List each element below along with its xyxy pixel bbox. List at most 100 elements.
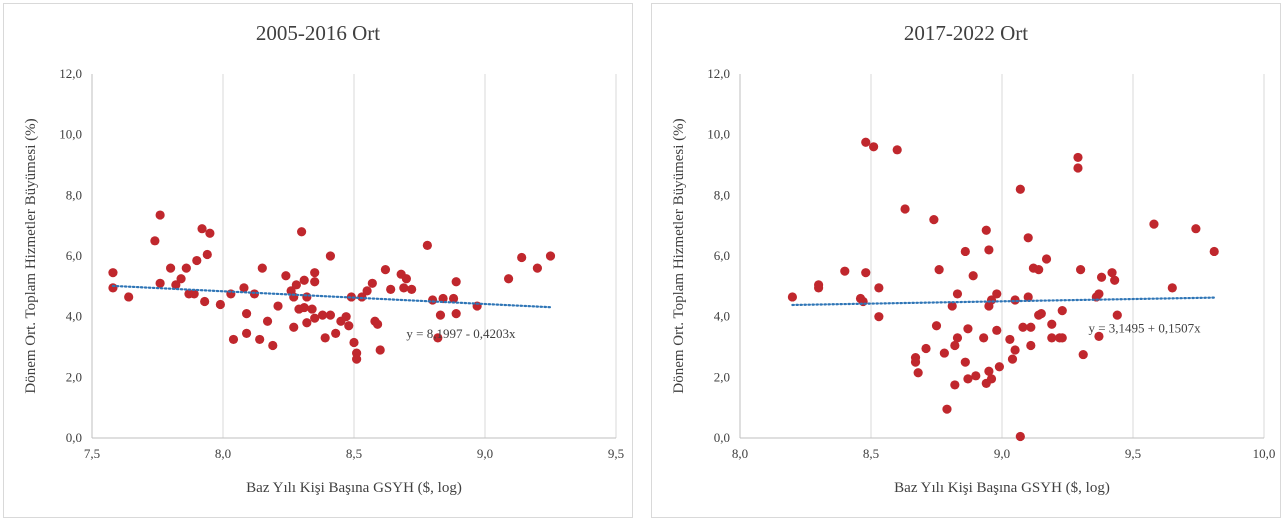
data-point <box>960 357 970 367</box>
data-point <box>325 251 336 261</box>
data-point <box>215 299 225 310</box>
data-point <box>302 292 312 302</box>
data-point <box>349 337 359 348</box>
data-point <box>1073 152 1083 163</box>
y-tick-label: 4,0 <box>714 309 730 324</box>
x-tick-label: 8,0 <box>215 446 231 461</box>
y-tick-label: 12,0 <box>59 66 82 81</box>
data-point <box>947 301 957 311</box>
chart-panel-right: 2017-2022 Ort 8,0 8,5 9,0 9,5 10,0 0,0 2,0 4,0 6,… <box>651 3 1281 518</box>
x-axis-label: Baz Yılı Kişi Başına GSYH ($, log) <box>246 480 462 496</box>
data-point <box>934 265 944 275</box>
data-point <box>1209 246 1219 257</box>
data-point <box>1007 354 1018 364</box>
chart-title: 2017-2022 Ort <box>904 21 1028 45</box>
data-point <box>273 301 283 311</box>
data-point <box>1078 349 1088 360</box>
scatter-chart-2017-2022: 2017-2022 Ort 8,0 8,5 9,0 9,5 10,0 0,0 2,0 4,0 6,… <box>671 21 1275 496</box>
data-point <box>942 404 952 414</box>
data-point <box>1191 224 1201 234</box>
data-point <box>1026 340 1036 351</box>
data-point <box>931 321 942 331</box>
y-tick-label: 0,0 <box>66 430 82 445</box>
data-point <box>241 309 252 319</box>
data-point <box>289 322 299 332</box>
data-point <box>320 333 330 343</box>
data-point <box>310 268 320 278</box>
data-point <box>422 240 432 250</box>
data-point <box>517 252 527 263</box>
data-point <box>255 334 265 345</box>
y-axis-label: Dönem Ort. Toplam Hizmetler Büyümesi (%) <box>671 118 687 393</box>
data-point <box>994 362 1004 372</box>
data-point <box>399 283 409 293</box>
x-tick-label: 9,0 <box>994 446 1010 461</box>
x-axis-label: Baz Yılı Kişi Başına GSYH ($, log) <box>894 480 1110 496</box>
data-point <box>1023 292 1033 302</box>
data-point <box>150 236 160 246</box>
trendline-equation: y = 8,1997 - 0,4203x <box>406 326 516 341</box>
chart-title: 2005-2016 Ort <box>256 21 380 45</box>
scatter-chart-2005-2016: 2005-2016 Ort 7,5 8,0 8,5 9,0 9,5 0,0 2,0 4,0 6,0… <box>23 21 624 496</box>
data-point <box>352 354 362 364</box>
y-axis-label: Dönem Ort. Toplam Hizmetler Büyümesi (%) <box>23 118 39 393</box>
data-point <box>869 142 879 152</box>
data-point <box>362 286 372 296</box>
x-tick-label: 7,5 <box>84 446 100 461</box>
data-point <box>341 312 351 322</box>
data-point <box>1057 333 1067 343</box>
data-point <box>984 366 994 376</box>
data-point <box>380 265 391 275</box>
data-point <box>921 343 931 354</box>
data-point <box>900 204 910 214</box>
data-point <box>1047 319 1057 329</box>
data-point <box>963 374 973 384</box>
data-point <box>532 263 543 273</box>
data-point <box>401 274 411 284</box>
x-tick-label: 8,5 <box>863 446 879 461</box>
data-point <box>861 268 871 278</box>
data-point <box>1034 265 1044 275</box>
y-tick-label: 8,0 <box>66 187 82 202</box>
y-tick-label: 10,0 <box>707 127 730 142</box>
data-point <box>197 224 207 234</box>
x-tick-label: 8,0 <box>732 446 748 461</box>
x-tick-label: 8,5 <box>346 446 362 461</box>
data-point <box>1096 272 1107 282</box>
data-point <box>981 225 991 235</box>
data-point <box>155 210 165 220</box>
data-point <box>979 333 989 343</box>
data-point <box>325 310 336 320</box>
data-point <box>910 357 921 367</box>
data-point <box>448 293 459 304</box>
data-point <box>257 263 267 273</box>
data-point <box>299 302 309 313</box>
data-point <box>1036 309 1046 319</box>
data-point <box>307 304 317 314</box>
data-point <box>108 283 118 293</box>
data-point <box>171 280 181 290</box>
data-point <box>1057 306 1067 316</box>
data-point <box>861 137 871 147</box>
trendline <box>791 296 1216 307</box>
data-point <box>202 249 212 260</box>
data-point <box>1167 283 1177 293</box>
data-point <box>1041 254 1052 264</box>
y-tick-label: 0,0 <box>714 430 730 445</box>
data-point <box>1094 289 1104 299</box>
y-tick-label: 10,0 <box>59 127 82 142</box>
data-point <box>971 371 981 381</box>
data-point <box>1023 233 1033 243</box>
data-point <box>1107 268 1117 278</box>
x-tick-label: 9,5 <box>608 446 624 461</box>
y-tick-label: 6,0 <box>714 248 730 263</box>
data-point <box>1110 275 1120 285</box>
data-point <box>929 215 939 225</box>
data-point <box>503 274 514 284</box>
data-point <box>200 296 210 307</box>
data-point <box>992 289 1002 299</box>
data-point <box>952 289 963 299</box>
data-point <box>228 334 239 345</box>
y-tick-label: 6,0 <box>66 248 82 263</box>
data-point <box>262 316 273 326</box>
